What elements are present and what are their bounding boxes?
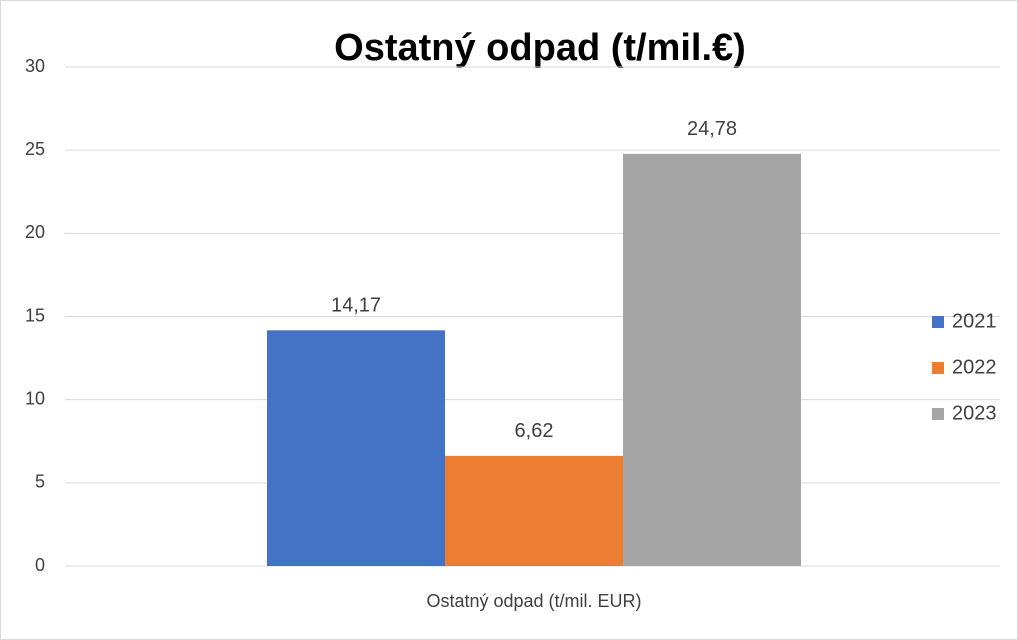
y-tick-label: 0	[35, 555, 45, 575]
legend-label: 2022	[952, 356, 997, 378]
x-tick-label: Ostatný odpad (t/mil. EUR)	[426, 591, 641, 611]
legend-swatch	[932, 316, 944, 328]
data-label: 24,78	[687, 118, 737, 140]
y-tick-label: 15	[25, 305, 45, 325]
bar	[623, 153, 801, 567]
data-label: 6,62	[515, 420, 554, 442]
data-label: 14,17	[331, 295, 381, 317]
legend-swatch	[932, 408, 944, 420]
chart-title: Ostatný odpad (t/mil.€)	[334, 27, 746, 69]
bar	[445, 455, 623, 566]
legend-label: 2023	[952, 402, 997, 424]
legend-label: 2021	[952, 310, 997, 332]
y-tick-label: 30	[25, 56, 45, 76]
y-tick-label: 25	[25, 139, 45, 159]
bar	[267, 330, 445, 566]
y-tick-label: 5	[35, 472, 45, 492]
legend-swatch	[932, 362, 944, 374]
y-tick-label: 10	[25, 388, 45, 408]
y-tick-label: 20	[25, 222, 45, 242]
